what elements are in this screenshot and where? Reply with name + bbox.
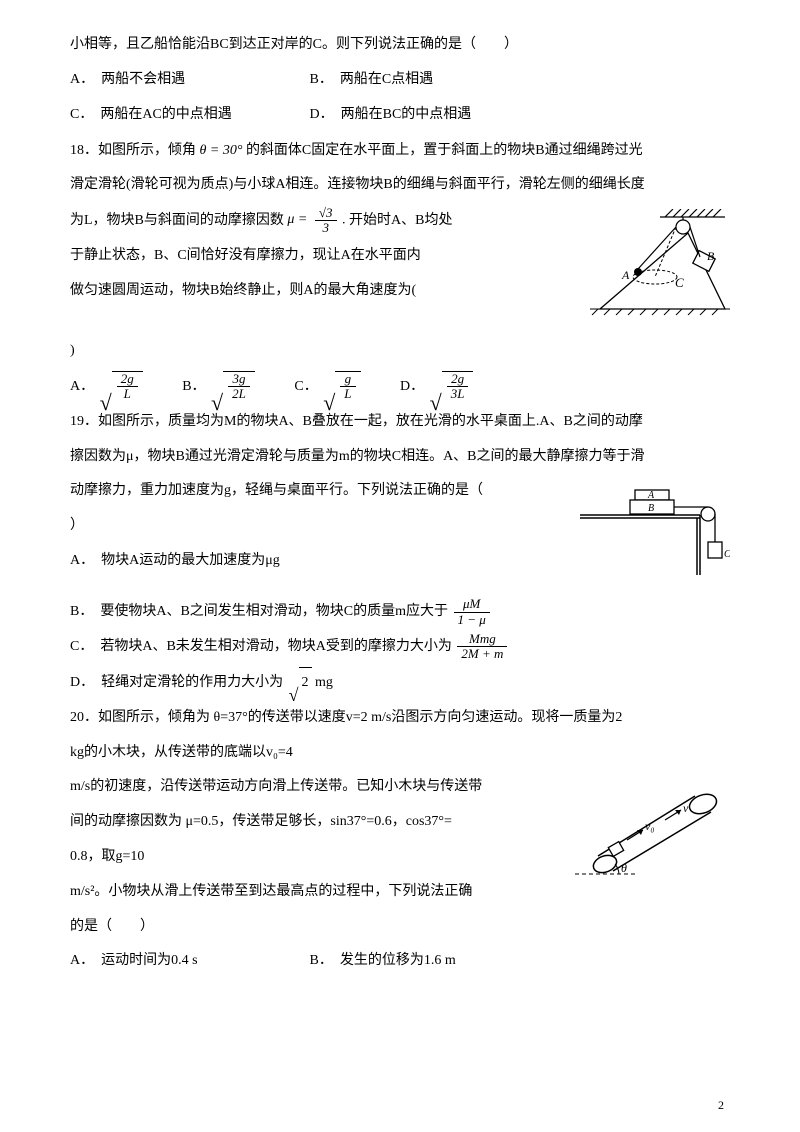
q18-line4: 于静止状态，B、C间恰好没有摩擦力，现让A在水平面内: [70, 241, 540, 272]
q18-c-num: g: [340, 372, 355, 387]
q18-stem3b: 开始时A、B均处: [349, 213, 452, 228]
q18-d-den: 3L: [447, 387, 469, 401]
q19-d-tail: mg: [315, 675, 333, 690]
svg-text:C: C: [724, 549, 730, 560]
q18-mu-eq: μ = √3 3 .: [287, 205, 345, 236]
q18-mu-den: 3: [315, 221, 337, 235]
q18-line5: 做匀速圆周运动，物块B始终静止，则A的最大角速度为(: [70, 276, 540, 307]
q18-c-label: C．: [294, 379, 317, 394]
q18-line3: 为L，物块B与斜面间的动摩擦因数 μ = √3 3 . 开始时A、B均处: [70, 205, 540, 237]
q18-opt-a: A． √2gL: [70, 371, 143, 403]
q18-line2: 滑定滑轮(滑轮可视为质点)与小球A相连。连接物块B的细绳与斜面平行，滑轮左侧的细…: [70, 170, 730, 201]
q18-mu-num: √3: [315, 206, 337, 221]
q19-c-den: 2M + m: [457, 647, 507, 661]
q18-d-label: D．: [400, 379, 424, 394]
q19-opt-d: D． 轻绳对定滑轮的作用力大小为 √2 mg: [70, 667, 730, 699]
q20-opt-b: B． 发生的位移为1.6 m: [310, 946, 456, 977]
svg-text:A: A: [621, 268, 630, 282]
q17-opts-2: C． 两船在AC的中点相遇 D． 两船在BC的中点相遇: [70, 100, 730, 131]
q20-opt-a: A． 运动时间为0.4 s: [70, 946, 270, 977]
q17-opt-d: D． 两船在BC的中点相遇: [310, 100, 472, 131]
q19-b-pre: B． 要使物块A、B之间发生相对滑动，物块C的质量m应大于: [70, 604, 448, 619]
q18-mu-lhs: μ =: [287, 205, 307, 236]
q18-stem1: 18．如图所示，倾角: [70, 143, 196, 158]
q18-a-num: 2g: [117, 372, 138, 387]
svg-text:B: B: [707, 249, 715, 263]
q17-opt-a: A． 两船不会相遇: [70, 65, 270, 96]
svg-text:B: B: [648, 503, 654, 514]
q19-b-den: 1 − μ: [454, 613, 490, 627]
q18-stem1b: 的斜面体C固定在水平面上，置于斜面上的物块B通过细绳跨过光: [246, 143, 643, 158]
q18-b-label: B．: [182, 379, 205, 394]
q19-d-pre: D． 轻绳对定滑轮的作用力大小为: [70, 675, 283, 690]
q18-d-num: 2g: [447, 372, 469, 387]
q18-c-den: L: [340, 387, 355, 401]
q20-line7: 的是（ ）: [70, 912, 730, 943]
q18-line1: 18．如图所示，倾角 θ = 30° 的斜面体C固定在水平面上，置于斜面上的物块…: [70, 136, 730, 167]
q20-line1: 20．如图所示，倾角为 θ=37°的传送带以速度v=2 m/s沿图示方向匀速运动…: [70, 703, 730, 734]
q18-line6: ): [70, 336, 730, 367]
q19-figure: A B C: [580, 480, 730, 593]
q18-b-num: 3g: [228, 372, 250, 387]
q17-opts-1: A． 两船不会相遇 B． 两船在C点相遇: [70, 65, 730, 96]
q17-opt-c: C． 两船在AC的中点相遇: [70, 100, 270, 131]
q18-opts: A． √2gL B． √3g2L C． √gL D． √2g3L: [70, 371, 730, 403]
q18-opt-d: D． √2g3L: [400, 371, 473, 403]
q20-line2: kg的小木块，从传送带的底端以v₀=4: [70, 738, 730, 769]
q17-tail: 小相等，且乙船恰能沿BC到达正对岸的C。则下列说法正确的是（ ）: [70, 30, 730, 61]
q19-opt-c: C． 若物块A、B未发生相对滑动，物块A受到的摩擦力大小为 Mmg 2M + m: [70, 632, 730, 663]
q18-mu-suffix: .: [342, 213, 346, 228]
q19-opt-b: B． 要使物块A、B之间发生相对滑动，物块C的质量m应大于 μM 1 − μ: [70, 597, 730, 628]
q17-opt-b: B． 两船在C点相遇: [310, 65, 434, 96]
q19-c-pre: C． 若物块A、B未发生相对滑动，物块A受到的摩擦力大小为: [70, 639, 452, 654]
svg-text:A: A: [647, 490, 655, 501]
q18-b-den: 2L: [228, 387, 250, 401]
q19-c-num: Mmg: [457, 632, 507, 647]
svg-text:v₀: v₀: [645, 819, 655, 833]
q20-opts: A． 运动时间为0.4 s B． 发生的位移为1.6 m: [70, 946, 730, 977]
q18-a-den: L: [117, 387, 138, 401]
q18-opt-c: C． √gL: [294, 371, 360, 403]
q18-stem3a: 为L，物块B与斜面间的动摩擦因数: [70, 213, 284, 228]
q20-figure: v₀ v θ: [565, 776, 730, 899]
q19-b-num: μM: [454, 597, 490, 612]
q18-theta: θ = 30°: [200, 143, 243, 158]
q18-opt-b: B． √3g2L: [182, 371, 255, 403]
svg-text:θ: θ: [621, 861, 627, 875]
svg-text:v: v: [683, 801, 689, 815]
q19-line1: 19．如图所示，质量均为M的物块A、B叠放在一起，放在光滑的水平桌面上.A、B之…: [70, 407, 730, 438]
page-number: 2: [718, 1092, 724, 1118]
q18-a-label: A．: [70, 379, 94, 394]
q18-figure: B C A: [560, 209, 730, 332]
svg-text:C: C: [675, 275, 684, 290]
q19-line2: 擦因数为μ，物块B通过光滑定滑轮与质量为m的物块C相连。A、B之间的最大静摩擦力…: [70, 442, 730, 473]
